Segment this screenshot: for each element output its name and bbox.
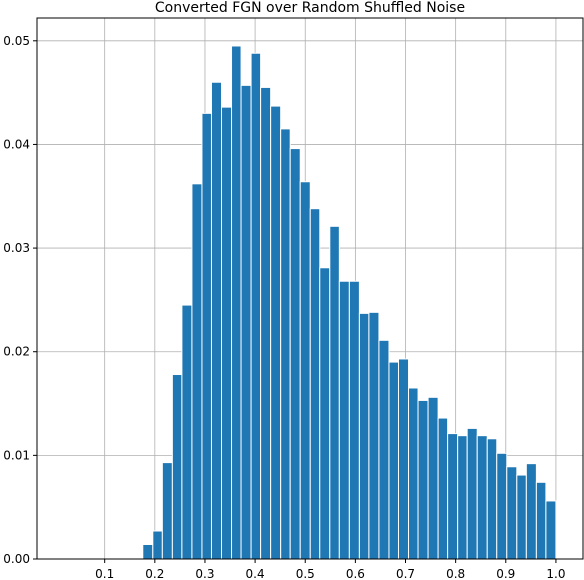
bar [545, 500, 557, 560]
bar [358, 312, 370, 560]
bar [289, 148, 301, 560]
x-tick-label: 0.1 [95, 567, 114, 580]
bar [181, 304, 193, 560]
x-tick-label: 0.2 [145, 567, 164, 580]
bar [280, 128, 291, 560]
bar [496, 452, 508, 560]
x-tick-label: 0.5 [296, 567, 315, 580]
y-tick-label: 0.05 [3, 34, 30, 48]
bar [466, 427, 478, 560]
x-tick-label: 1.0 [546, 567, 565, 580]
bar [329, 225, 340, 560]
bar [388, 361, 399, 560]
bar [142, 543, 154, 560]
bar [535, 481, 547, 560]
bar [437, 417, 449, 560]
x-tick-label: 0.4 [246, 567, 265, 580]
bar [309, 208, 321, 560]
bar [348, 280, 360, 560]
bar [250, 52, 262, 560]
bar [201, 112, 212, 560]
bar [408, 387, 419, 560]
bar [525, 463, 537, 560]
bar [231, 45, 242, 560]
y-tick-label: 0.03 [3, 241, 30, 255]
bar [506, 466, 518, 560]
x-tick-label: 0.8 [446, 567, 465, 580]
y-tick-label: 0.02 [3, 345, 30, 359]
bar [210, 81, 223, 560]
bar [338, 280, 350, 560]
x-tick-label: 0.9 [496, 567, 515, 580]
y-tick-label: 0.00 [3, 552, 30, 566]
bar [476, 435, 488, 560]
bar [161, 462, 173, 560]
bar [171, 374, 183, 560]
bar [457, 435, 468, 560]
y-tick-label: 0.01 [3, 448, 30, 462]
bar [368, 311, 380, 560]
bar [447, 433, 459, 560]
plot-frame [36, 17, 584, 560]
bar [427, 396, 439, 560]
bar [299, 181, 311, 560]
bar [260, 86, 272, 560]
bar [397, 358, 410, 560]
bar [417, 399, 429, 560]
bar [240, 84, 252, 560]
y-tick-label: 0.04 [3, 137, 30, 151]
bar [486, 438, 498, 560]
x-tick-label: 0.7 [396, 567, 415, 580]
bar [152, 530, 163, 560]
bar [378, 339, 390, 560]
bar [221, 106, 233, 560]
bar [270, 105, 282, 560]
chart-title: Converted FGN over Random Shuffled Noise [155, 0, 465, 16]
bar [516, 474, 527, 560]
x-tick-label: 0.6 [346, 567, 365, 580]
bar [319, 267, 331, 560]
bar [191, 183, 203, 560]
x-tick-label: 0.3 [195, 567, 214, 580]
